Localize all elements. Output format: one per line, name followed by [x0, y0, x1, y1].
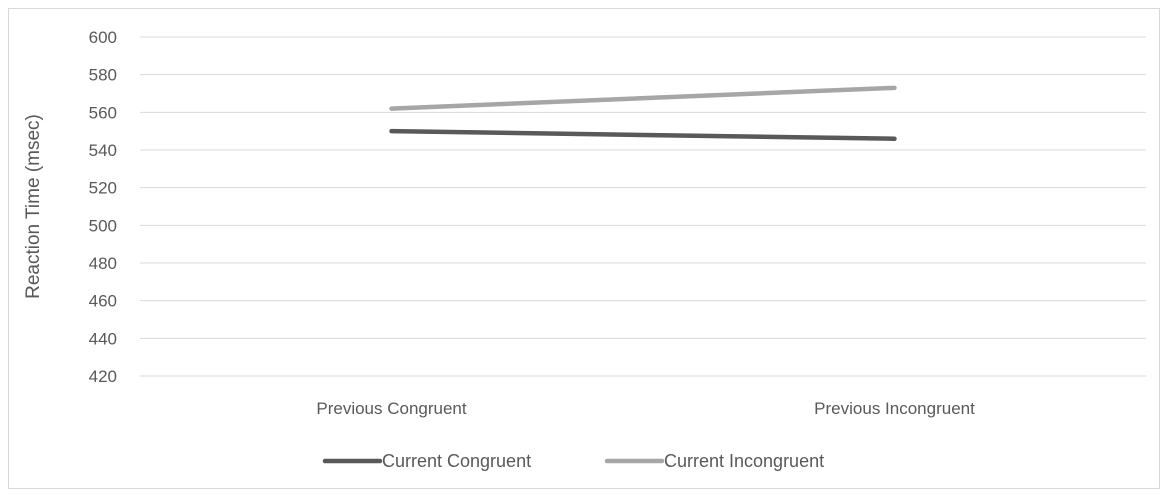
- y-tick-label: 480: [89, 254, 117, 273]
- series-lines: [389, 85, 897, 141]
- x-tick-label: Previous Congruent: [316, 399, 467, 418]
- y-tick-label: 560: [89, 103, 117, 122]
- gridlines: [140, 36, 1146, 377]
- y-tick-label: 540: [89, 141, 117, 160]
- legend: Current Congruent Current Incongruent: [322, 451, 824, 471]
- y-axis-ticks: 420 440 460 480 500 520 540 560 580 600: [89, 28, 117, 386]
- y-tick-label: 580: [89, 66, 117, 85]
- y-tick-label: 520: [89, 179, 117, 198]
- chart-frame: [8, 8, 1160, 489]
- y-axis-title: Reaction Time (msec): [23, 114, 44, 299]
- y-tick-label: 420: [89, 367, 117, 386]
- y-tick-label: 440: [89, 329, 117, 348]
- y-tick-label: 460: [89, 292, 117, 311]
- x-axis-ticks: Previous Congruent Previous Incongruent: [316, 399, 975, 418]
- x-tick-label: Previous Incongruent: [814, 399, 975, 418]
- series-line-1: [389, 128, 897, 141]
- legend-label: Current Congruent: [382, 451, 531, 471]
- series-line-2: [389, 85, 897, 111]
- legend-label: Current Incongruent: [664, 451, 824, 471]
- y-tick-label: 500: [89, 216, 117, 235]
- y-tick-label: 600: [89, 28, 117, 47]
